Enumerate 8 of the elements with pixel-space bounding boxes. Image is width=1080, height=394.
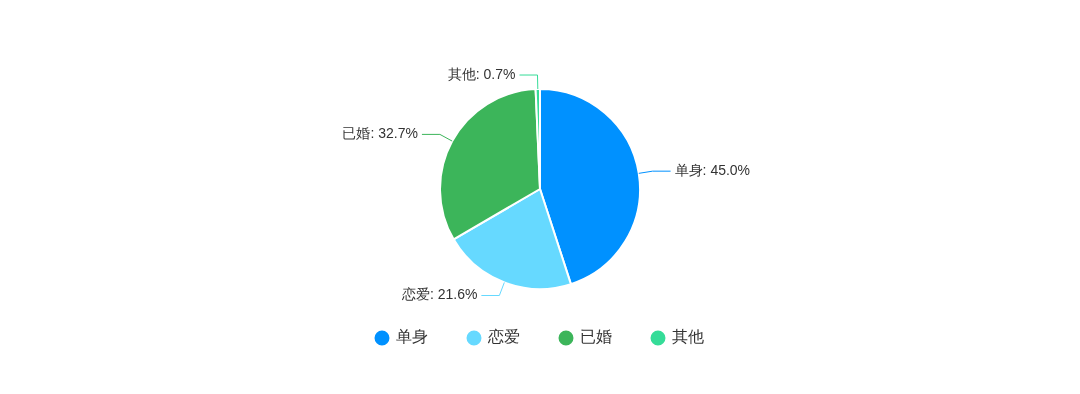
data-label: 已婚: 32.7% [342,125,418,142]
legend-label: 单身 [396,328,428,346]
data-label: 恋爱: 21.6% [400,286,478,303]
data-label: 其他: 0.7% [447,65,516,82]
legend-label: 其他 [672,328,704,346]
data-label: 单身: 45.0% [674,162,751,179]
legend-label: 恋爱 [487,328,520,346]
legend-label: 已婚 [580,328,612,346]
